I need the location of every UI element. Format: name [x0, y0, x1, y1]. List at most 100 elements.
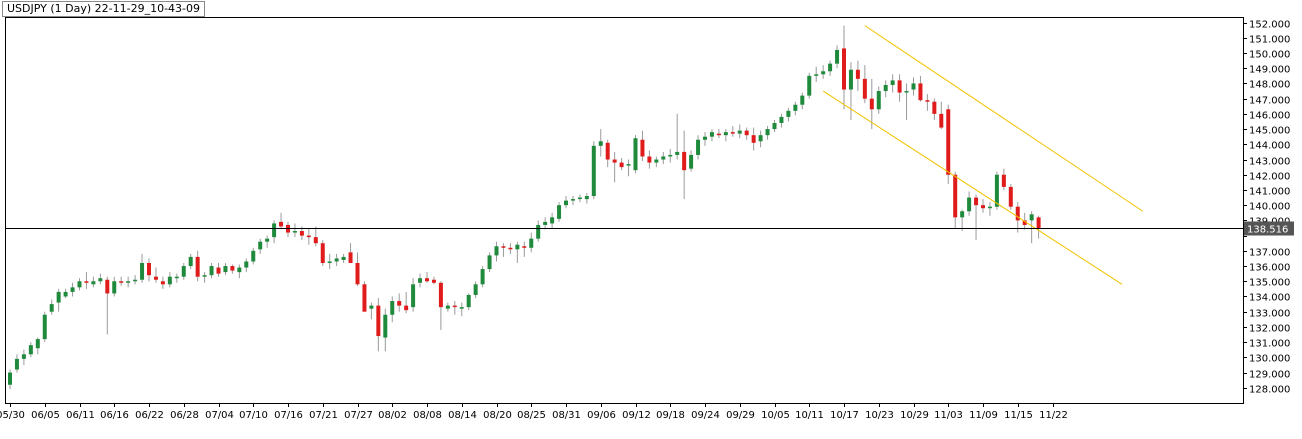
candle-body	[133, 279, 138, 282]
candle-body	[716, 133, 721, 136]
chart-title: USDJPY (1 Day) 22-11-29_10-43-09	[2, 1, 206, 17]
candle-body	[230, 266, 235, 271]
candle-body	[890, 80, 895, 85]
x-tick-label: 07/04	[205, 410, 234, 421]
candle-body	[522, 246, 527, 248]
candle-body	[925, 100, 930, 102]
plot-frame	[5, 17, 1244, 404]
y-tick-label: 140.000	[1249, 202, 1290, 213]
x-tick-label: 08/31	[552, 410, 581, 421]
candle-body	[682, 151, 687, 171]
candle	[216, 263, 221, 277]
candle	[536, 220, 541, 242]
y-tick-label: 149.000	[1249, 65, 1290, 76]
candle-body	[897, 80, 902, 93]
candle	[8, 369, 12, 390]
candle	[411, 278, 416, 312]
candle-body	[21, 354, 26, 359]
candle	[612, 151, 617, 183]
candle-body	[633, 138, 638, 171]
candle	[251, 247, 256, 265]
candle	[897, 74, 902, 102]
candle-body	[272, 223, 277, 238]
candle	[1036, 215, 1041, 239]
candle-body	[292, 231, 297, 233]
candle-body	[737, 130, 742, 134]
candle	[751, 127, 756, 151]
candle-body	[953, 174, 958, 218]
candle-body	[299, 231, 304, 236]
candle	[28, 342, 33, 358]
candle	[730, 126, 735, 137]
candle-body	[209, 266, 214, 276]
candle-body	[730, 132, 735, 134]
candle	[967, 191, 972, 216]
candle	[272, 220, 277, 244]
candle-body	[431, 279, 436, 283]
candle-body	[70, 287, 75, 292]
x-tick-label: 07/27	[344, 410, 373, 421]
x-tick-label: 09/24	[691, 410, 720, 421]
candle	[140, 253, 145, 283]
candle	[828, 60, 833, 76]
candle	[703, 132, 707, 146]
candle-body	[473, 284, 478, 295]
channel-line	[822, 90, 1123, 285]
candle-body	[668, 154, 673, 157]
y-tick-label: 148.000	[1249, 80, 1290, 91]
candle-body	[216, 267, 221, 274]
candle	[438, 281, 443, 330]
candle-body	[1001, 174, 1006, 187]
candle	[640, 130, 645, 162]
candle	[77, 278, 82, 291]
candle	[320, 240, 325, 267]
candle	[404, 291, 409, 314]
candle	[800, 92, 805, 110]
candle	[292, 223, 297, 238]
candle-body	[188, 256, 193, 267]
candle	[737, 124, 742, 139]
candle-body	[63, 291, 68, 297]
candle	[244, 258, 249, 273]
candle-body	[341, 256, 346, 260]
candle	[147, 258, 151, 282]
candle	[848, 62, 853, 120]
candle	[619, 158, 624, 171]
y-tick-label: 129.000	[1249, 370, 1290, 381]
current-price-label-bg	[1244, 221, 1294, 236]
candle	[939, 101, 944, 130]
x-tick-label: 06/05	[31, 410, 60, 421]
candle	[981, 199, 985, 213]
candle-body	[91, 281, 96, 285]
candle-body	[362, 284, 367, 312]
candle	[835, 45, 840, 69]
candle-body	[772, 123, 777, 130]
candle	[355, 252, 360, 286]
y-tick-label: 143.000	[1249, 157, 1290, 168]
candle	[953, 171, 958, 228]
candle	[890, 74, 895, 93]
candle-body	[355, 263, 360, 285]
x-tick-label: 06/28	[170, 410, 199, 421]
candle-body	[279, 221, 284, 227]
candle	[598, 129, 603, 157]
candle	[418, 273, 423, 288]
y-tick-label: 152.000	[1249, 20, 1290, 31]
candle	[696, 135, 701, 160]
y-tick-label: 128.000	[1249, 385, 1290, 396]
candle-body	[98, 278, 103, 282]
candle	[925, 94, 930, 111]
candle-body	[779, 116, 784, 123]
x-tick-label: 10/11	[795, 410, 824, 421]
candle-body	[619, 162, 624, 168]
candle	[501, 243, 506, 257]
candle	[167, 272, 172, 288]
price-channel	[822, 25, 1144, 285]
candle	[765, 126, 770, 140]
candle	[369, 302, 374, 320]
candle-body	[842, 48, 846, 90]
candle-body	[876, 91, 881, 110]
y-axis: 128.000 129.000 130.000 131.000 132.000 133.0…	[1243, 20, 1290, 396]
y-tick-label: 135.000	[1249, 278, 1290, 289]
